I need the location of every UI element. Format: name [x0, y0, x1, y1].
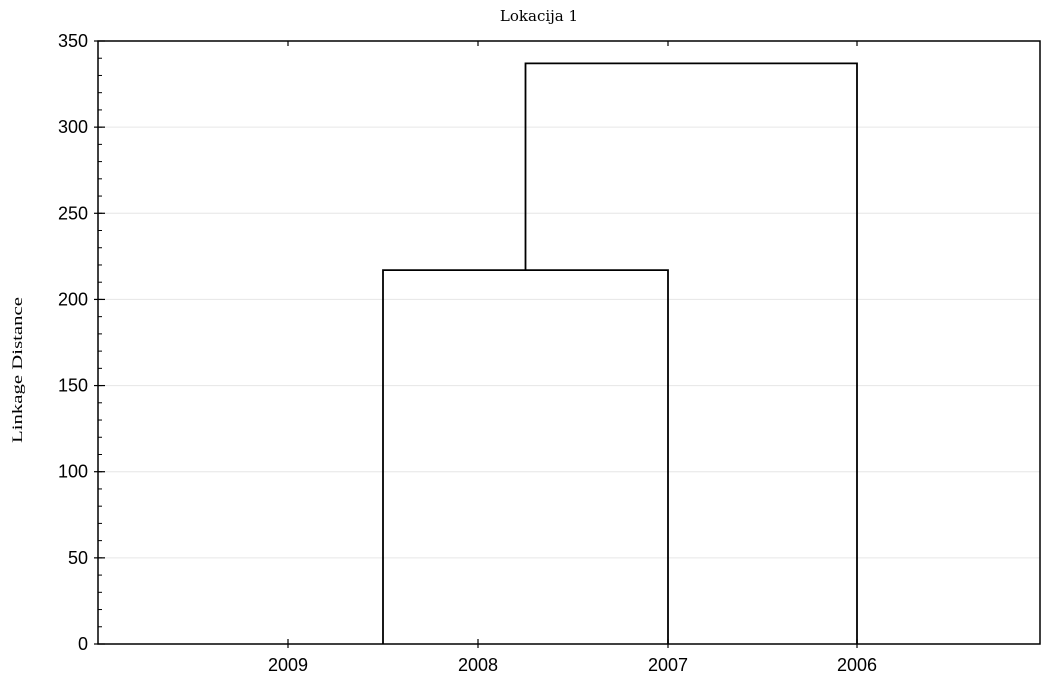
- plot-frame: [97, 40, 1041, 645]
- x-tick-label-1: 2008: [458, 655, 498, 675]
- y-tick-label-1: 50: [68, 548, 88, 568]
- y-tick-label-7: 350: [58, 31, 88, 51]
- y-tick-label-3: 150: [58, 376, 88, 396]
- x-tick-label-2: 2007: [648, 655, 688, 675]
- merge-link-cluster-2006: [524, 62, 858, 644]
- y-tick-label-4: 200: [58, 289, 88, 309]
- y-tick-label-0: 0: [78, 634, 88, 654]
- chart-title: Lokacija 1: [500, 7, 578, 25]
- merge-link-2008-2007: [382, 269, 669, 644]
- y-tick-label-2: 100: [58, 462, 88, 482]
- y-axis-ticks: 0 50 100 150 200 250 300 350: [58, 31, 105, 654]
- x-axis-ticks: 2009 2008 2007 2006: [268, 41, 877, 675]
- x-tick-label-3: 2006: [837, 655, 877, 675]
- y-tick-label-6: 300: [58, 117, 88, 137]
- x-tick-label-0: 2009: [268, 655, 308, 675]
- dendrogram-links: [382, 62, 858, 644]
- grid-lines: [98, 126, 1040, 559]
- y-tick-label-5: 250: [58, 203, 88, 223]
- y-axis-label: Linkage Distance: [10, 297, 26, 443]
